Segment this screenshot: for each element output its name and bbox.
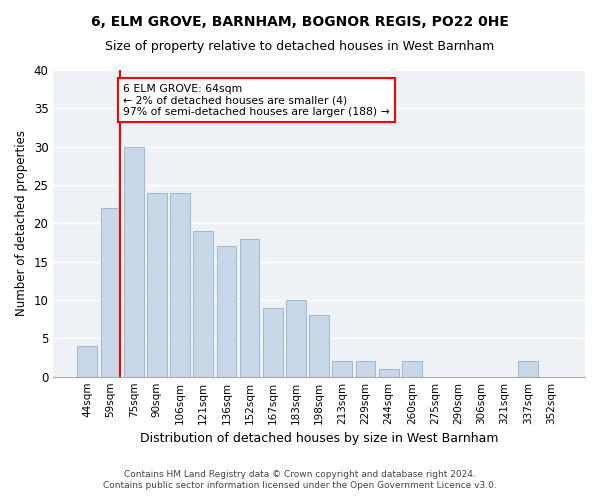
Bar: [101, 208, 121, 376]
Bar: [217, 246, 236, 376]
Bar: [332, 362, 352, 376]
Bar: [193, 231, 213, 376]
Bar: [124, 146, 143, 376]
Bar: [240, 238, 259, 376]
Bar: [263, 308, 283, 376]
Bar: [147, 192, 167, 376]
Bar: [356, 362, 376, 376]
X-axis label: Distribution of detached houses by size in West Barnham: Distribution of detached houses by size …: [140, 432, 499, 445]
Text: 6, ELM GROVE, BARNHAM, BOGNOR REGIS, PO22 0HE: 6, ELM GROVE, BARNHAM, BOGNOR REGIS, PO2…: [91, 15, 509, 29]
Text: Contains HM Land Registry data © Crown copyright and database right 2024.
Contai: Contains HM Land Registry data © Crown c…: [103, 470, 497, 490]
Y-axis label: Number of detached properties: Number of detached properties: [15, 130, 28, 316]
Bar: [379, 369, 398, 376]
Bar: [309, 316, 329, 376]
Text: Size of property relative to detached houses in West Barnham: Size of property relative to detached ho…: [106, 40, 494, 53]
Bar: [518, 362, 538, 376]
Bar: [286, 300, 306, 376]
Bar: [402, 362, 422, 376]
Text: 6 ELM GROVE: 64sqm
← 2% of detached houses are smaller (4)
97% of semi-detached : 6 ELM GROVE: 64sqm ← 2% of detached hous…: [123, 84, 390, 117]
Bar: [77, 346, 97, 376]
Bar: [170, 192, 190, 376]
